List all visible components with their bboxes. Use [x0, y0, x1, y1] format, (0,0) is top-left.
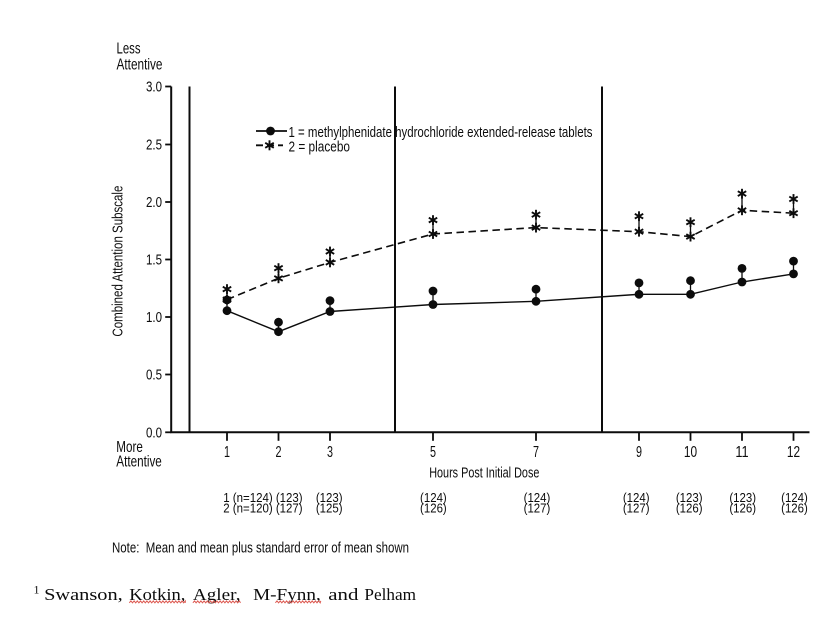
svg-text:(127): (127)	[623, 501, 650, 516]
svg-text:Less: Less	[117, 41, 141, 58]
svg-text:More: More	[116, 439, 143, 456]
svg-text:(124): (124)	[781, 490, 808, 505]
svg-text:0.5: 0.5	[146, 368, 162, 384]
svg-text:1.0: 1.0	[146, 310, 162, 326]
svg-text:7: 7	[533, 444, 539, 461]
svg-text:2 = placebo: 2 = placebo	[289, 138, 351, 155]
svg-text:(124): (124)	[524, 490, 551, 505]
svg-text:(123): (123)	[316, 490, 343, 505]
svg-text:1: 1	[224, 444, 230, 461]
svg-text:2.5: 2.5	[146, 138, 162, 154]
svg-text:(126): (126)	[676, 501, 703, 516]
svg-text:(123): (123)	[676, 490, 703, 505]
svg-text:Hours Post Initial Dose: Hours Post Initial Dose	[429, 466, 539, 482]
svg-text:10: 10	[684, 444, 697, 461]
svg-text:11: 11	[735, 444, 748, 461]
svg-text:and: and	[328, 585, 359, 604]
svg-text:1: 1	[34, 583, 40, 597]
svg-text:2 (n=120): 2 (n=120)	[223, 501, 273, 516]
svg-text:(126): (126)	[420, 501, 447, 516]
svg-text:Pelham: Pelham	[364, 585, 416, 604]
svg-text:Attentive: Attentive	[116, 453, 162, 470]
svg-text:(126): (126)	[781, 501, 808, 516]
svg-text:1.5: 1.5	[146, 253, 162, 269]
svg-text:Combined Attention Subscale: Combined Attention Subscale	[111, 186, 127, 337]
svg-text:Attentive: Attentive	[117, 57, 163, 74]
svg-text:M-Fynn,: M-Fynn,	[253, 585, 321, 604]
svg-text:Kotkin,: Kotkin,	[129, 585, 185, 604]
svg-text:2.0: 2.0	[146, 195, 162, 211]
svg-text:2: 2	[276, 444, 282, 461]
svg-text:Note: Mean and mean plus stan: Note: Mean and mean plus standard error …	[112, 539, 409, 556]
svg-text:1 = methylphenidate hydrochlor: 1 = methylphenidate hydrochloride extend…	[289, 124, 593, 141]
svg-text:9: 9	[636, 444, 642, 461]
svg-text:(124): (124)	[623, 490, 650, 505]
svg-text:(123): (123)	[729, 490, 756, 505]
svg-text:(125): (125)	[316, 501, 343, 516]
svg-text:(123): (123)	[276, 490, 303, 505]
svg-text:1 (n=124): 1 (n=124)	[223, 490, 273, 505]
svg-text:3: 3	[327, 444, 333, 461]
svg-text:(127): (127)	[524, 501, 551, 516]
svg-text:Agler,: Agler,	[193, 585, 241, 604]
svg-text:(127): (127)	[276, 501, 303, 516]
svg-text:0.0: 0.0	[146, 426, 162, 442]
svg-text:3.0: 3.0	[146, 80, 162, 96]
svg-text:12: 12	[787, 444, 800, 461]
svg-text:5: 5	[430, 444, 436, 461]
svg-text:(124): (124)	[420, 490, 447, 505]
svg-text:(126): (126)	[729, 501, 756, 516]
svg-text:Swanson,: Swanson,	[44, 585, 123, 604]
